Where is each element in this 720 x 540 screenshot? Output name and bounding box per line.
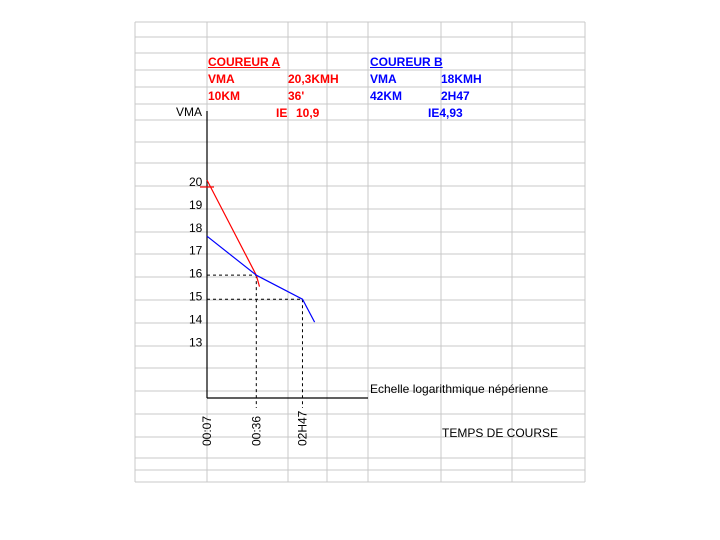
y-tick-label: 17 — [189, 244, 203, 258]
series-line-runner-b — [206, 235, 316, 323]
x-tick-label: 00:36 — [249, 416, 263, 446]
runner-b-distance: 42KM — [370, 89, 403, 103]
x-tick-label: 02H47 — [296, 410, 310, 446]
runner-a-vma-label: VMA — [208, 72, 235, 86]
x-tick-label: 00:07 — [200, 416, 214, 446]
y-tick-label: 15 — [189, 290, 203, 304]
y-tick-label: 16 — [189, 267, 203, 281]
runner-a-vma-value: 20,3KMH — [288, 72, 339, 86]
y-tick-label: 20 — [189, 175, 203, 189]
chart-annotation: Echelle logarithmique népérienne — [370, 382, 548, 396]
y-axis-label: VMA — [176, 105, 202, 119]
y-tick-label: 14 — [189, 312, 203, 326]
vma-chart: VMA 20 19 18 17 16 15 14 13 Echelle logarithmique… — [176, 105, 558, 446]
x-axis-label: TEMPS DE COURSE — [442, 426, 558, 440]
runner-a-title: COUREUR A — [208, 55, 281, 69]
runner-b-time: 2H47 — [441, 89, 470, 103]
runner-a-distance: 10KM — [208, 89, 241, 103]
runner-a-time: 36' — [288, 89, 305, 103]
runner-b-vma-value: 18KMH — [441, 72, 482, 86]
runner-b-vma-label: VMA — [370, 72, 397, 86]
runner-a-ie-label: IE — [276, 106, 288, 120]
runner-b-title: COUREUR B — [370, 55, 443, 69]
runner-a-ie-value: 10,9 — [296, 106, 320, 120]
series-line-runner-a — [206, 179, 261, 287]
y-tick-label: 13 — [189, 335, 203, 349]
y-tick-label: 18 — [189, 221, 203, 235]
y-tick-label: 19 — [189, 198, 203, 212]
runner-b-ie: IE4,93 — [428, 106, 463, 120]
